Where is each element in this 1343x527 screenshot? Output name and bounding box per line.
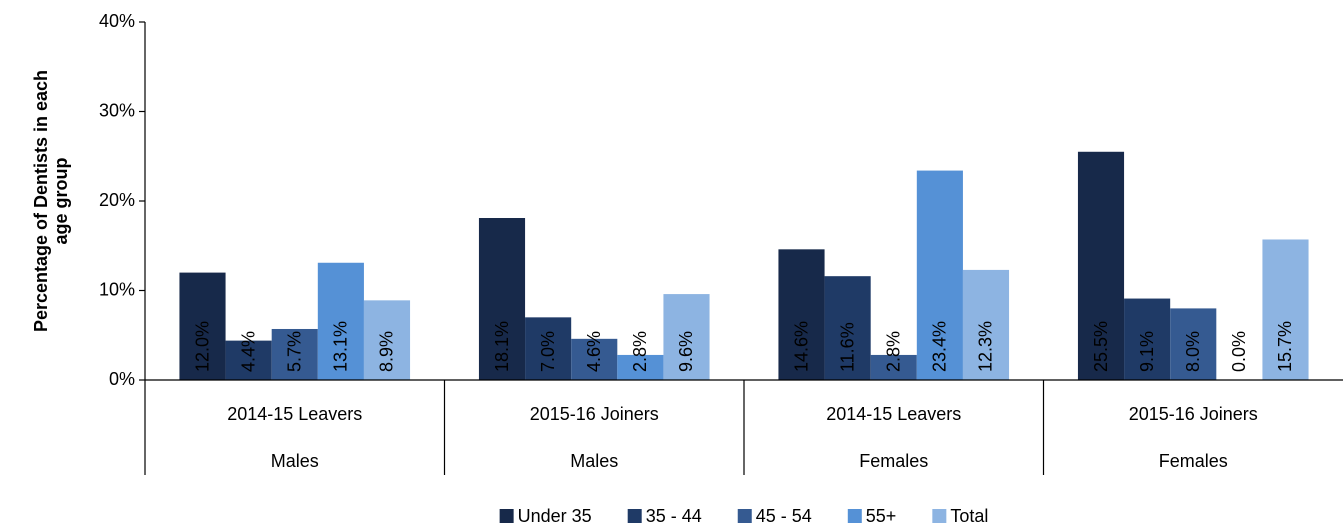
x-group-label: Males bbox=[570, 451, 618, 471]
value-label: 15.7% bbox=[1275, 321, 1295, 372]
bar bbox=[824, 276, 871, 380]
value-label: 11.6% bbox=[837, 322, 857, 372]
x-tick-label: 2015-16 Joiners bbox=[530, 404, 659, 424]
legend-swatch bbox=[737, 509, 752, 523]
bar bbox=[317, 262, 364, 380]
bar bbox=[1170, 308, 1217, 380]
value-label: 13.1% bbox=[331, 321, 351, 372]
y-tick-label: 30% bbox=[99, 100, 135, 120]
x-tick-label: 2014-15 Leavers bbox=[826, 404, 961, 424]
bar bbox=[663, 294, 710, 380]
x-group-label: Females bbox=[859, 451, 928, 471]
bar bbox=[916, 170, 963, 380]
legend-label: 35 - 44 bbox=[646, 506, 702, 526]
legend-swatch bbox=[932, 509, 947, 523]
x-tick-label: 2014-15 Leavers bbox=[227, 404, 362, 424]
bar bbox=[778, 249, 825, 380]
bar bbox=[271, 328, 318, 380]
value-label: 0.0% bbox=[1229, 331, 1249, 372]
bar bbox=[525, 317, 572, 380]
value-label: 12.3% bbox=[976, 321, 996, 372]
value-label: 5.7% bbox=[285, 331, 305, 372]
legend-swatch bbox=[499, 509, 514, 523]
y-tick-label: 0% bbox=[109, 369, 135, 389]
bar bbox=[571, 338, 618, 380]
value-label: 9.6% bbox=[676, 331, 696, 372]
legend-label: Total bbox=[950, 506, 988, 526]
bar bbox=[225, 340, 272, 380]
y-tick-label: 10% bbox=[99, 279, 135, 299]
bar bbox=[1124, 298, 1171, 380]
bar bbox=[1077, 151, 1125, 380]
legend-swatch bbox=[627, 509, 642, 523]
value-label: 7.0% bbox=[538, 331, 558, 372]
bar bbox=[617, 354, 664, 380]
bar bbox=[478, 218, 526, 380]
y-tick-label: 20% bbox=[99, 190, 135, 210]
value-label: 14.6% bbox=[791, 321, 811, 372]
value-label: 8.0% bbox=[1183, 331, 1203, 372]
x-tick-label: 2015-16 Joiners bbox=[1129, 404, 1258, 424]
value-label: 8.9% bbox=[377, 331, 397, 372]
value-label: 4.4% bbox=[238, 331, 258, 372]
value-label: 23.4% bbox=[930, 321, 950, 372]
value-label: 2.8% bbox=[884, 331, 904, 372]
legend-label: 55+ bbox=[866, 506, 897, 526]
bar bbox=[363, 300, 411, 380]
value-label: 4.6% bbox=[584, 331, 604, 372]
value-label: 9.1% bbox=[1137, 331, 1157, 372]
bar bbox=[870, 354, 917, 380]
value-label: 2.8% bbox=[630, 331, 650, 372]
y-tick-label: 40% bbox=[99, 11, 135, 31]
value-label: 25.5% bbox=[1091, 321, 1111, 372]
legend-label: Under 35 bbox=[518, 506, 592, 526]
x-group-label: Females bbox=[1159, 451, 1228, 471]
bar bbox=[1262, 239, 1309, 380]
legend-label: 45 - 54 bbox=[756, 506, 812, 526]
legend-swatch bbox=[847, 509, 862, 523]
y-axis-title: Percentage of Dentists in each bbox=[31, 70, 51, 332]
value-label: 18.1% bbox=[492, 321, 512, 372]
y-axis-title: age group bbox=[51, 157, 71, 244]
value-label: 12.0% bbox=[192, 321, 212, 372]
bar bbox=[179, 272, 226, 380]
bar bbox=[962, 269, 1010, 380]
x-group-label: Males bbox=[271, 451, 319, 471]
